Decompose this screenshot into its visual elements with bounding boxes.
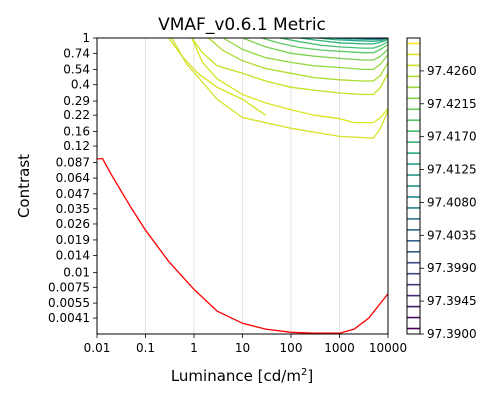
threshold-curve: [97, 157, 388, 334]
y-tick-label: 0.22: [63, 108, 90, 122]
colorbar: [407, 42, 420, 330]
colorbar-tick-label: 97.4260: [427, 64, 477, 78]
x-axis-label: Luminance [cd/m2]: [171, 367, 313, 385]
y-tick-label: 0.0041: [48, 311, 90, 325]
contour-line: [261, 38, 388, 54]
chart-title: VMAF_v0.6.1 Metric: [158, 15, 326, 35]
contour-line: [191, 38, 388, 124]
y-tick-label: 0.064: [56, 171, 90, 185]
y-tick-label: 0.026: [56, 217, 90, 231]
y-tick-label: 0.29: [63, 94, 90, 108]
colorbar-tick-label: 97.4215: [427, 97, 477, 111]
x-tick-label: 0.01: [84, 341, 111, 355]
colorbar-tick-label: 97.3900: [427, 327, 477, 341]
x-tick-label: 100: [280, 341, 303, 355]
x-axis-ticks: 0.01 0.1 1 10 100 1000 10000: [84, 334, 407, 355]
y-tick-label: 0.01: [63, 266, 90, 280]
x-axis-label-superscript: 2: [301, 367, 307, 378]
colorbar-tick-label: 97.4125: [427, 163, 477, 177]
colorbar-tick-label: 97.4080: [427, 195, 477, 209]
y-tick-label: 0.16: [63, 124, 90, 138]
y-tick-label: 0.0055: [48, 296, 90, 310]
colorbar-ticks: 97.3900 97.3945 97.3990 97.4035 97.4080 97.41…: [420, 64, 477, 341]
y-tick-label: 0.035: [56, 202, 90, 216]
y-tick-label: 0.0075: [48, 280, 90, 294]
y-tick-label: 0.12: [63, 139, 90, 153]
colorbar-tick-label: 97.4035: [427, 228, 477, 242]
contour-line: [280, 38, 388, 49]
y-tick-label: 1: [82, 31, 90, 45]
x-tick-label: 10000: [369, 341, 407, 355]
colorbar-tick-label: 97.3990: [427, 261, 477, 275]
x-axis-label-suffix: ]: [307, 367, 313, 385]
threshold-line: [97, 157, 388, 334]
y-tick-label: 0.74: [63, 46, 90, 60]
contour-line: [299, 38, 388, 45]
colorbar-tick-label: 97.3945: [427, 294, 477, 308]
y-axis-ticks: 10.74 0.54 0.4 0.290.22 0.160.12 0.087 0.064 0.…: [48, 31, 97, 325]
y-tick-label: 0.047: [56, 187, 90, 201]
contour-line: [242, 38, 388, 61]
y-tick-label: 0.54: [63, 62, 90, 76]
x-tick-label: 10: [235, 341, 250, 355]
contour-line: [208, 38, 388, 82]
y-tick-label: 0.087: [56, 155, 90, 169]
y-tick-label: 0.4: [71, 78, 90, 92]
contour-line: [191, 38, 388, 96]
y-tick-label: 0.014: [56, 249, 90, 263]
y-axis-label: Contrast: [15, 154, 33, 218]
x-tick-label: 1000: [324, 341, 355, 355]
colorbar-tick-label: 97.4170: [427, 130, 477, 144]
x-tick-label: 1: [190, 341, 198, 355]
contour-line: [171, 38, 388, 139]
colorbar-frame: [406, 37, 421, 335]
grid-lines: [145, 38, 340, 334]
contour-line: [317, 38, 388, 42]
contour-line: [222, 38, 388, 71]
x-tick-label: 0.1: [136, 341, 155, 355]
contour-lines: [168, 38, 388, 139]
y-tick-label: 0.019: [56, 233, 90, 247]
